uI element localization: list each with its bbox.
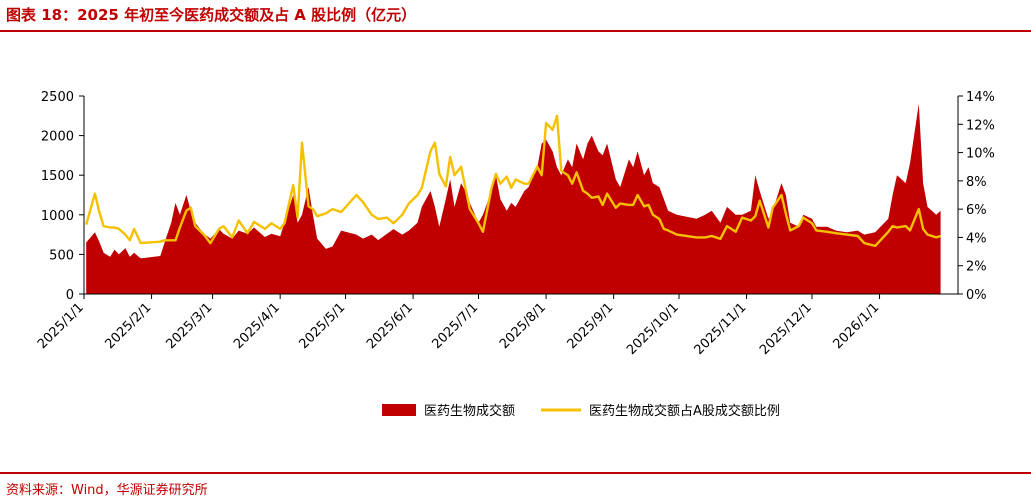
footer-divider xyxy=(0,472,1031,474)
x-tick-label: 2025/3/1 xyxy=(164,300,216,352)
legend-area-swatch xyxy=(382,404,416,416)
x-tick-label: 2026/1/1 xyxy=(830,300,882,352)
right-tick-label: 2% xyxy=(966,260,987,275)
x-tick-label: 2025/8/1 xyxy=(497,300,549,352)
left-tick-label: 1000 xyxy=(41,209,74,224)
right-tick-label: 6% xyxy=(966,203,987,218)
right-tick-label: 14% xyxy=(966,90,995,105)
x-tick-label: 2025/10/1 xyxy=(624,300,682,358)
source-note: 资料来源：Wind，华源证券研究所 xyxy=(6,483,208,498)
x-tick-label: 2025/2/1 xyxy=(102,300,154,352)
legend-line-label: 医药生物成交额占A股成交额比例 xyxy=(589,403,780,419)
left-tick-label: 2500 xyxy=(41,90,74,105)
chart: 0 500 1000 1500 2000 2500 0% 2% 4% 6% 8% 10% 12% 14% 2… xyxy=(35,90,995,419)
left-tick-label: 0 xyxy=(66,288,74,303)
series-line-pharma-share xyxy=(85,114,941,248)
legend: 医药生物成交额 医药生物成交额占A股成交额比例 xyxy=(382,403,780,419)
title-divider xyxy=(0,30,1031,32)
right-tick-label: 0% xyxy=(966,288,987,303)
right-tick-label: 12% xyxy=(966,118,995,133)
legend-area-label: 医药生物成交额 xyxy=(424,403,515,419)
x-tick-label: 2025/6/1 xyxy=(364,300,416,352)
x-tick-label: 2025/7/1 xyxy=(429,300,481,352)
left-tick-label: 2000 xyxy=(41,130,74,145)
page-title: 图表 18：2025 年初至今医药成交额及占 A 股比例（亿元） xyxy=(6,6,417,24)
x-tick-label: 2025/12/1 xyxy=(757,300,815,358)
right-tick-label: 10% xyxy=(966,147,995,162)
left-tick-label: 1500 xyxy=(41,169,74,184)
x-tick-label: 2025/1/1 xyxy=(35,300,87,352)
x-tick-label: 2025/4/1 xyxy=(231,300,283,352)
x-tick-label: 2025/11/1 xyxy=(692,300,750,358)
x-tick-label: 2025/5/1 xyxy=(296,300,348,352)
right-tick-label: 8% xyxy=(966,175,987,190)
left-tick-label: 500 xyxy=(49,248,74,263)
right-tick-label: 4% xyxy=(966,231,987,246)
series-area-pharma-turnover xyxy=(86,103,941,295)
x-tick-label: 2025/9/1 xyxy=(565,300,617,352)
